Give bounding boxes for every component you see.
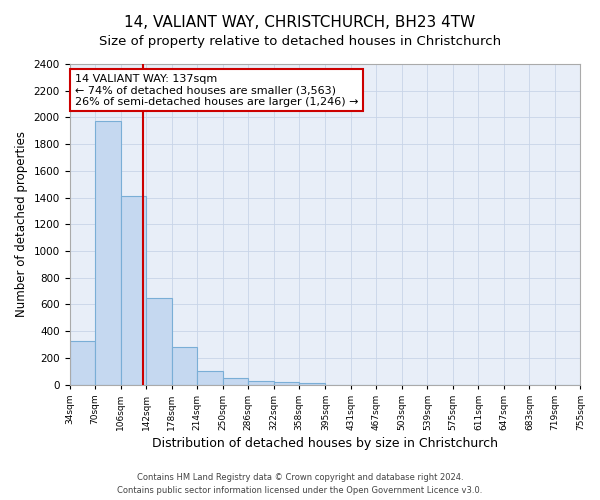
Text: Contains HM Land Registry data © Crown copyright and database right 2024.
Contai: Contains HM Land Registry data © Crown c… (118, 473, 482, 495)
Bar (172, 347, 197, 385)
Bar (223, 378, 248, 384)
Bar (274, 382, 299, 384)
Bar (197, 370, 223, 384)
Bar (299, 382, 325, 384)
Bar (248, 380, 274, 384)
Bar (121, 196, 146, 384)
Text: Size of property relative to detached houses in Christchurch: Size of property relative to detached ho… (99, 35, 501, 48)
Text: 14 VALIANT WAY: 137sqm
← 74% of detached houses are smaller (3,563)
26% of semi-: 14 VALIANT WAY: 137sqm ← 74% of detached… (74, 74, 358, 107)
X-axis label: Distribution of detached houses by size in Christchurch: Distribution of detached houses by size … (152, 437, 498, 450)
Bar (146, 298, 172, 384)
Bar (70, 341, 95, 384)
Y-axis label: Number of detached properties: Number of detached properties (15, 132, 28, 318)
Bar (95, 121, 121, 384)
Text: 14, VALIANT WAY, CHRISTCHURCH, BH23 4TW: 14, VALIANT WAY, CHRISTCHURCH, BH23 4TW (124, 15, 476, 30)
